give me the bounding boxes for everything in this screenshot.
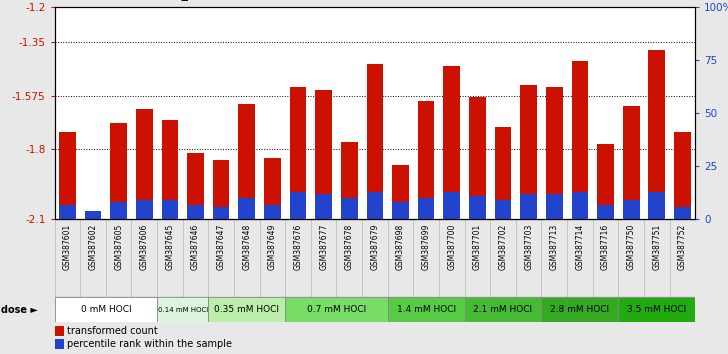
Text: GSM387713: GSM387713 — [550, 223, 559, 270]
Bar — [59, 132, 76, 219]
Text: GSM387699: GSM387699 — [422, 223, 431, 270]
Bar — [443, 192, 460, 219]
Bar — [187, 153, 204, 219]
Bar — [367, 192, 383, 219]
Bar — [623, 106, 639, 219]
Text: GSM387714: GSM387714 — [575, 223, 585, 270]
Bar — [495, 127, 511, 219]
Bar — [157, 297, 208, 322]
Bar — [418, 102, 435, 219]
Text: GSM387703: GSM387703 — [524, 223, 533, 270]
Text: GSM387649: GSM387649 — [268, 223, 277, 270]
Bar — [55, 326, 64, 336]
Bar — [264, 158, 281, 219]
Text: GSM387677: GSM387677 — [319, 223, 328, 270]
Bar — [315, 90, 332, 219]
Bar — [341, 142, 357, 219]
Bar — [84, 212, 101, 219]
Bar — [618, 297, 695, 322]
Bar — [571, 192, 588, 219]
Text: GSM387698: GSM387698 — [396, 223, 405, 270]
Bar — [285, 297, 388, 322]
Text: 2.1 mM HOCl: 2.1 mM HOCl — [473, 305, 533, 314]
Bar — [649, 50, 665, 219]
Bar — [162, 200, 178, 219]
Bar — [59, 205, 76, 219]
Bar — [239, 198, 255, 219]
Bar — [495, 200, 511, 219]
Text: 1.4 mM HOCl: 1.4 mM HOCl — [397, 305, 456, 314]
Bar — [521, 194, 537, 219]
Text: GSM387700: GSM387700 — [447, 223, 456, 270]
Text: transformed count: transformed count — [68, 326, 158, 337]
Text: 0.35 mM HOCl: 0.35 mM HOCl — [214, 305, 280, 314]
Bar — [649, 192, 665, 219]
Bar — [623, 200, 639, 219]
Bar — [367, 64, 383, 219]
Bar — [187, 205, 204, 219]
Bar — [546, 87, 563, 219]
Text: GSM387750: GSM387750 — [627, 223, 636, 270]
Text: GSM387602: GSM387602 — [89, 223, 98, 270]
Bar — [111, 123, 127, 219]
Text: GSM387751: GSM387751 — [652, 223, 661, 270]
Text: GSM387606: GSM387606 — [140, 223, 149, 270]
Bar — [521, 85, 537, 219]
Bar — [464, 297, 542, 322]
Text: GSM387678: GSM387678 — [345, 223, 354, 270]
Bar — [84, 211, 101, 219]
Text: GSM387646: GSM387646 — [191, 223, 200, 270]
Bar — [55, 297, 157, 322]
Bar — [542, 297, 618, 322]
Bar — [213, 207, 229, 219]
Bar — [111, 202, 127, 219]
Bar — [290, 87, 306, 219]
Text: GSM387702: GSM387702 — [499, 223, 507, 270]
Text: GSM387716: GSM387716 — [601, 223, 610, 270]
Bar — [136, 109, 153, 219]
Text: GSM387605: GSM387605 — [114, 223, 123, 270]
Bar — [546, 194, 563, 219]
Text: 0.7 mM HOCl: 0.7 mM HOCl — [307, 305, 366, 314]
Text: dose ►: dose ► — [1, 305, 39, 315]
Bar — [597, 144, 614, 219]
Bar — [136, 200, 153, 219]
Text: GSM387752: GSM387752 — [678, 223, 687, 270]
Bar — [674, 132, 691, 219]
Bar — [264, 205, 281, 219]
Text: GSM387601: GSM387601 — [63, 223, 72, 270]
Text: GSM387701: GSM387701 — [473, 223, 482, 270]
Bar — [162, 120, 178, 219]
Bar — [469, 196, 486, 219]
Bar — [571, 61, 588, 219]
Bar — [208, 297, 285, 322]
Text: GSM387645: GSM387645 — [165, 223, 175, 270]
Text: 0 mM HOCl: 0 mM HOCl — [81, 305, 131, 314]
Bar — [392, 165, 409, 219]
Text: GSM387676: GSM387676 — [293, 223, 303, 270]
Bar — [392, 202, 409, 219]
Text: GSM387647: GSM387647 — [217, 223, 226, 270]
Bar — [239, 104, 255, 219]
Bar — [341, 198, 357, 219]
Text: percentile rank within the sample: percentile rank within the sample — [68, 339, 232, 349]
Text: 3.5 mM HOCl: 3.5 mM HOCl — [628, 305, 687, 314]
Bar — [443, 66, 460, 219]
Bar — [469, 97, 486, 219]
Bar — [674, 207, 691, 219]
Bar — [55, 339, 64, 349]
Text: 0.14 mM HOCl: 0.14 mM HOCl — [157, 307, 208, 313]
Bar — [315, 194, 332, 219]
Bar — [213, 160, 229, 219]
Bar — [418, 198, 435, 219]
Text: GSM387648: GSM387648 — [242, 223, 251, 270]
Text: 2.8 mM HOCl: 2.8 mM HOCl — [550, 305, 609, 314]
Bar — [388, 297, 464, 322]
Bar — [290, 192, 306, 219]
Text: GSM387679: GSM387679 — [371, 223, 379, 270]
Bar — [597, 205, 614, 219]
